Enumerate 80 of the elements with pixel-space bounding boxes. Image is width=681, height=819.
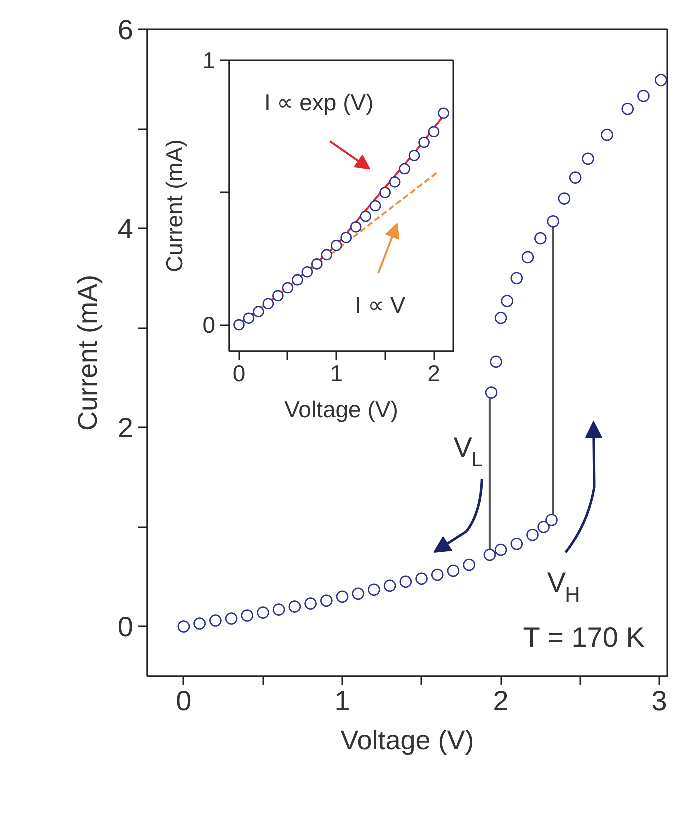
x-axis-title: Voltage (V) [284, 396, 398, 422]
point [463, 558, 476, 572]
y-axis-title: Current (mA) [162, 140, 188, 272]
point [292, 274, 304, 286]
point [262, 298, 274, 310]
point [321, 249, 333, 261]
point [368, 584, 380, 596]
point [272, 290, 284, 302]
point [428, 126, 440, 138]
point [210, 614, 222, 627]
point [522, 251, 534, 264]
x-tick-label: 1 [330, 360, 344, 386]
point [241, 610, 254, 622]
point [408, 150, 420, 162]
point [302, 266, 314, 278]
point [257, 606, 270, 619]
point [431, 568, 444, 582]
point [510, 538, 524, 550]
point [447, 564, 460, 578]
point [234, 319, 245, 331]
point [253, 306, 264, 318]
point [494, 312, 508, 324]
x-tick-label: 0 [176, 686, 192, 716]
point [655, 74, 668, 86]
point [360, 210, 372, 222]
point [194, 618, 206, 630]
point [389, 176, 401, 188]
point [547, 215, 560, 228]
point [370, 200, 382, 212]
point [601, 128, 614, 142]
point [330, 240, 342, 252]
x-tick-label: 1 [334, 686, 350, 716]
point [485, 386, 498, 399]
point [526, 529, 539, 542]
point [638, 90, 650, 102]
point [484, 548, 496, 562]
point [416, 572, 428, 586]
y-tick-label: 6 [118, 14, 134, 46]
y-tick-label: 0 [118, 612, 134, 643]
annotation: I ∝ exp (V) [264, 90, 374, 116]
point [304, 598, 317, 610]
point [400, 576, 412, 588]
point [438, 108, 450, 120]
point [350, 222, 362, 233]
point [558, 192, 571, 205]
point [510, 272, 524, 284]
point [546, 514, 558, 526]
point [418, 136, 430, 148]
point [380, 187, 391, 198]
point [534, 232, 547, 245]
x-tick-label: 3 [652, 686, 668, 716]
point [243, 312, 255, 324]
point [494, 544, 508, 556]
point [340, 232, 352, 244]
y-axis-title: Current (mA) [72, 274, 103, 432]
point [282, 282, 294, 294]
x-axis-title: Voltage (V) [340, 726, 474, 756]
point [538, 521, 550, 534]
point [352, 588, 365, 600]
y-tick-label: 2 [118, 412, 134, 444]
annotation: T = 170 K [523, 622, 646, 654]
point [178, 620, 190, 633]
annotation: I ∝ V [355, 292, 406, 318]
point [569, 172, 582, 184]
point [501, 295, 514, 308]
point [399, 163, 410, 175]
point [582, 152, 594, 166]
x-tick-label: 0 [232, 360, 246, 386]
point [384, 580, 396, 592]
point [225, 612, 238, 625]
point [336, 590, 349, 604]
point [490, 356, 502, 368]
x-tick-label: 2 [493, 686, 509, 716]
point [622, 102, 634, 116]
point [320, 594, 333, 607]
point [272, 604, 286, 616]
point [312, 258, 323, 270]
y-tick-label: 4 [118, 214, 134, 245]
point [288, 600, 302, 613]
x-tick-label: 2 [428, 360, 440, 386]
